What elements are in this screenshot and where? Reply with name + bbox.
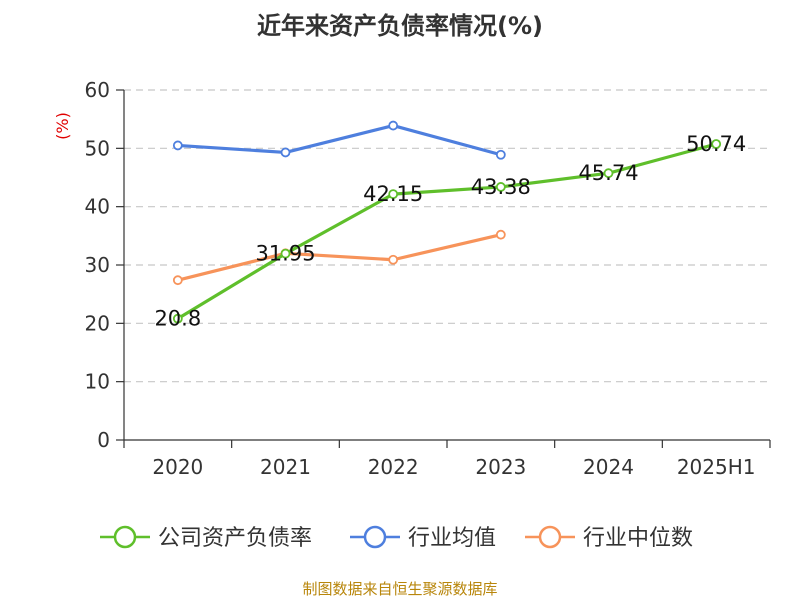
data-point bbox=[495, 229, 506, 240]
legend-swatch-marker bbox=[113, 525, 137, 549]
data-point bbox=[495, 149, 506, 160]
chart-title: 近年来资产负债率情况(%) bbox=[257, 12, 543, 40]
legend-label: 公司资产负债率 bbox=[158, 526, 312, 551]
data-label: 43.38 bbox=[471, 175, 531, 199]
source-note: 制图数据来自恒生聚源数据库 bbox=[302, 580, 498, 598]
data-label: 42.15 bbox=[363, 182, 423, 206]
y-tick-label: 60 bbox=[85, 78, 110, 102]
x-tick-label: 2024 bbox=[583, 455, 634, 479]
y-tick-label: 20 bbox=[85, 311, 110, 335]
data-point bbox=[172, 313, 183, 324]
legend-swatch-marker bbox=[363, 525, 387, 549]
data-label: 45.74 bbox=[578, 161, 638, 185]
x-tick-label: 2025H1 bbox=[677, 455, 756, 479]
gridlines bbox=[124, 89, 770, 383]
x-tick-label: 2022 bbox=[368, 455, 419, 479]
x-tick-label: 2023 bbox=[475, 455, 526, 479]
legend-label: 行业中位数 bbox=[583, 526, 693, 551]
x-tick-label: 2021 bbox=[260, 455, 311, 479]
legend-item[interactable]: 行业均值 bbox=[350, 525, 496, 551]
series-line bbox=[176, 123, 503, 157]
series-line bbox=[176, 233, 503, 282]
y-tick-label: 0 bbox=[97, 428, 110, 452]
y-tick-label: 30 bbox=[85, 253, 110, 277]
legend-item[interactable]: 公司资产负债率 bbox=[100, 525, 312, 551]
y-axis-unit-label: (%) bbox=[53, 112, 72, 140]
y-tick-label: 40 bbox=[85, 195, 110, 219]
y-tick-label: 50 bbox=[85, 136, 110, 160]
data-point bbox=[280, 248, 291, 259]
data-point bbox=[388, 120, 399, 131]
data-point bbox=[388, 254, 399, 265]
series-layer bbox=[172, 120, 722, 324]
axes: 0 10 20 30 40 50 60 2020 2021 2022 2023 2024 2025H1 (… bbox=[53, 78, 771, 479]
legend-swatch-marker bbox=[538, 525, 562, 549]
data-label: 20.8 bbox=[154, 307, 201, 331]
legend-item[interactable]: 行业中位数 bbox=[525, 525, 693, 551]
x-tick-label: 2020 bbox=[152, 455, 203, 479]
data-point bbox=[172, 140, 183, 151]
data-label: 50.74 bbox=[686, 132, 746, 156]
y-tick-label: 10 bbox=[85, 370, 110, 394]
data-labels: 20.8 31.95 42.15 43.38 45.74 50.74 bbox=[154, 132, 746, 331]
data-point bbox=[388, 189, 399, 200]
data-point bbox=[603, 168, 614, 179]
legend-label: 行业均值 bbox=[408, 526, 496, 551]
legend: 公司资产负债率 行业均值 行业中位数 bbox=[100, 525, 693, 551]
data-point bbox=[280, 147, 291, 158]
data-point bbox=[495, 182, 506, 192]
data-point bbox=[711, 139, 722, 149]
data-label: 31.95 bbox=[255, 242, 315, 266]
data-point bbox=[172, 275, 183, 286]
series-line bbox=[176, 142, 718, 321]
